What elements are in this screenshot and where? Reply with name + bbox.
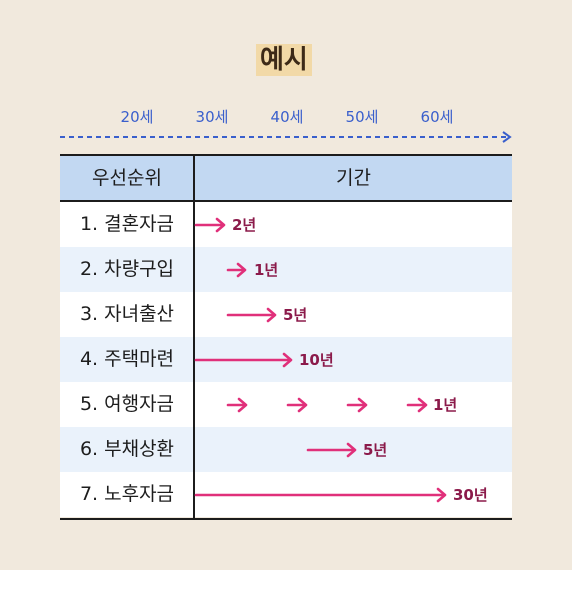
- timeline-arrows: [60, 131, 512, 503]
- duration-arrow-debt: [306, 442, 357, 458]
- table-row: 1. 결혼자금: [60, 202, 512, 247]
- row-label: 3. 자녀출산: [79, 303, 175, 325]
- duration-label: 1년: [254, 261, 279, 279]
- duration-arrows-travel: [226, 397, 428, 413]
- table-row: 2. 차량구입: [60, 247, 512, 292]
- header-period: 기간: [336, 167, 371, 189]
- table-header: 우선순위 기간: [60, 156, 512, 202]
- age-label-40: 40세: [270, 108, 304, 126]
- duration-label: 5년: [283, 306, 308, 324]
- table-row: 3. 자녀출산: [60, 292, 512, 337]
- example-title: 예시: [256, 44, 312, 76]
- table-row: 6. 부채상환: [60, 427, 512, 472]
- column-divider: [193, 156, 195, 518]
- age-timeline-arrow: [60, 131, 512, 143]
- duration-label: 10년: [299, 351, 334, 369]
- duration-label: 2년: [232, 216, 257, 234]
- duration-label: 5년: [363, 441, 388, 459]
- duration-arrow-car: [226, 262, 247, 278]
- row-label: 7. 노후자금: [79, 483, 175, 505]
- duration-arrow-marriage: [194, 217, 226, 233]
- age-label-30: 30세: [195, 108, 229, 126]
- duration-arrow-house: [194, 352, 293, 368]
- age-label-60: 60세: [420, 108, 454, 126]
- example-panel: 예시 20세 30세 40세 50세 60세 우선순위 기간 1. 결혼자금 2…: [0, 0, 572, 570]
- duration-arrow-retirement: [194, 487, 447, 503]
- age-label-50: 50세: [345, 108, 379, 126]
- row-label: 1. 결혼자금: [79, 213, 175, 235]
- duration-label: 30년: [453, 486, 488, 504]
- row-label: 2. 차량구입: [79, 258, 175, 280]
- duration-label: 1년: [433, 396, 458, 414]
- row-label: 6. 부채상환: [79, 438, 175, 460]
- duration-arrow-childbirth: [226, 307, 277, 323]
- header-priority: 우선순위: [92, 167, 162, 189]
- row-label: 5. 여행자금: [79, 393, 175, 415]
- table-row: 5. 여행자금: [60, 382, 512, 427]
- row-label: 4. 주택마련: [79, 348, 175, 370]
- priority-table: 우선순위 기간 1. 결혼자금 2. 차량구입 3. 자녀출산 4. 주택마련 …: [60, 154, 512, 520]
- age-label-20: 20세: [120, 108, 154, 126]
